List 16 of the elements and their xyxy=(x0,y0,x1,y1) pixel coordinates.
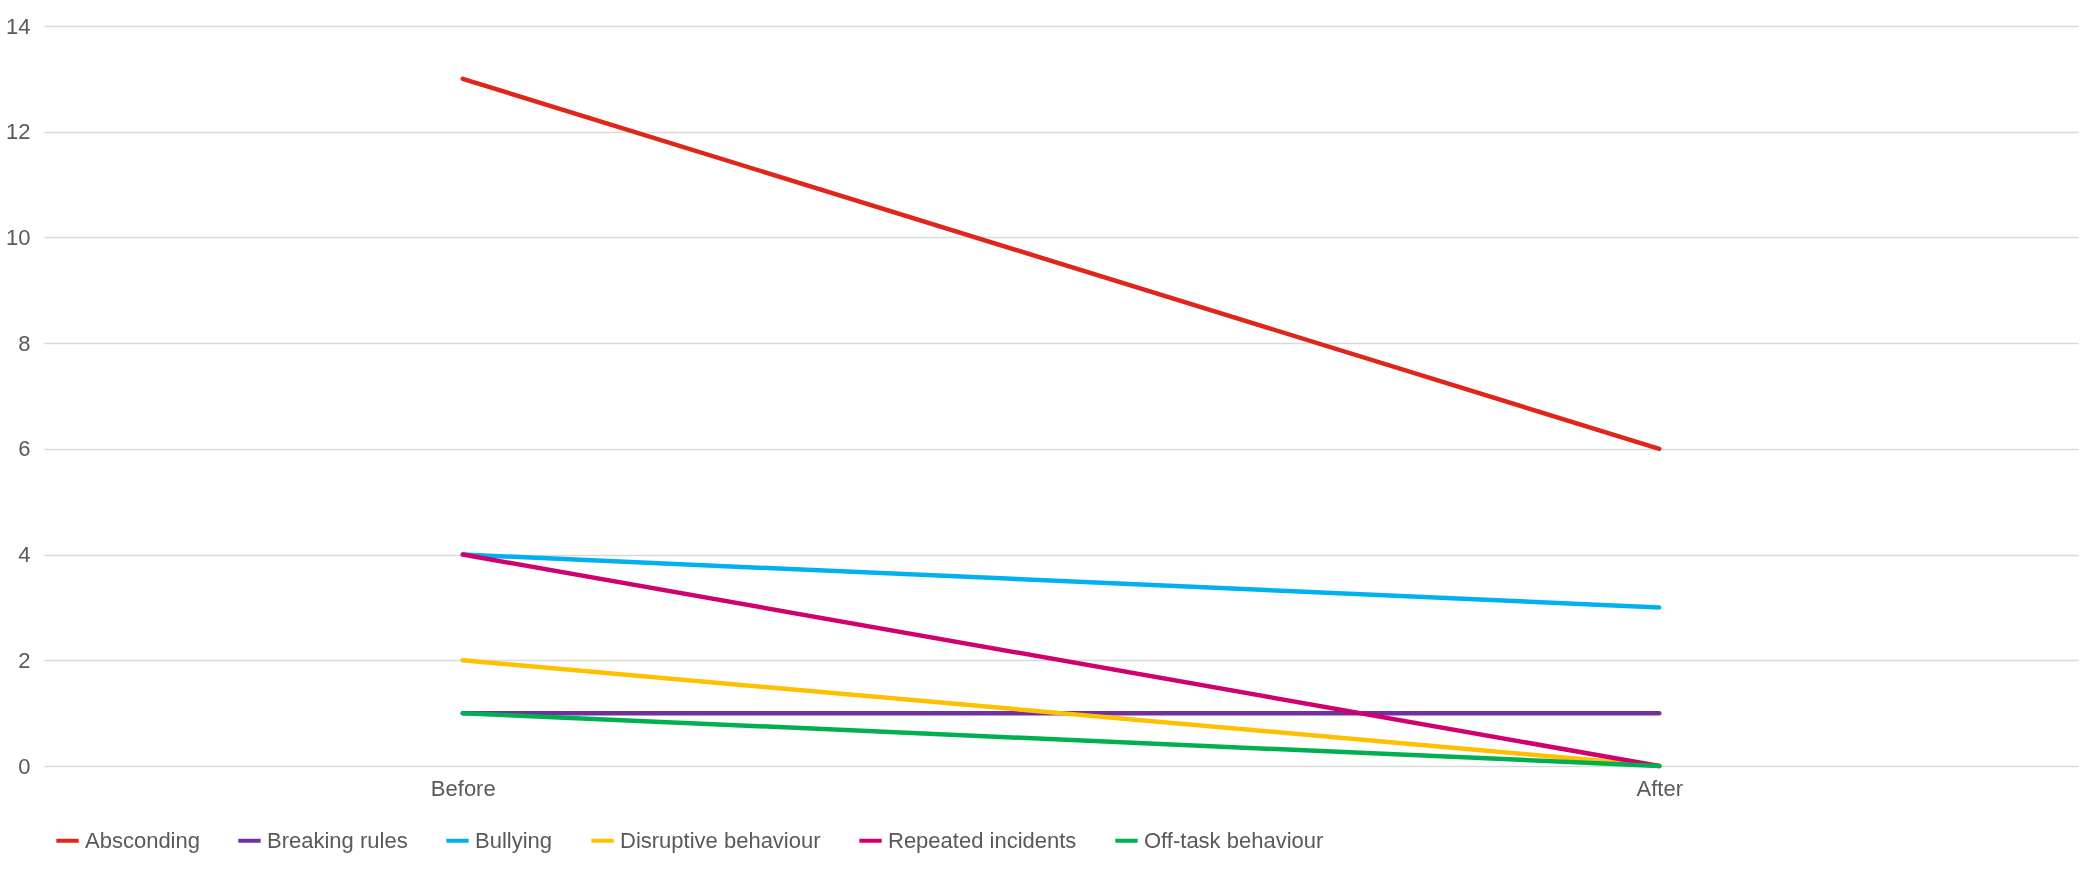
legend-label: Bullying xyxy=(475,827,553,853)
y-tick-label: 0 xyxy=(18,753,31,779)
legend-label: Breaking rules xyxy=(267,827,408,853)
legend-label: Disruptive behaviour xyxy=(620,827,821,853)
y-tick-label: 2 xyxy=(18,647,31,673)
legend-label: Repeated incidents xyxy=(888,827,1077,853)
y-tick-label: 6 xyxy=(18,436,31,462)
y-tick-label: 14 xyxy=(6,13,31,39)
legend-label: Absconding xyxy=(85,827,200,853)
x-tick-label: Before xyxy=(430,775,496,801)
x-tick-label: After xyxy=(1636,775,1683,801)
y-tick-label: 12 xyxy=(6,119,31,145)
legend-label: Off-task behaviour xyxy=(1144,827,1324,853)
y-tick-label: 4 xyxy=(18,542,31,568)
y-tick-label: 8 xyxy=(18,330,31,356)
y-tick-label: 10 xyxy=(6,224,31,250)
